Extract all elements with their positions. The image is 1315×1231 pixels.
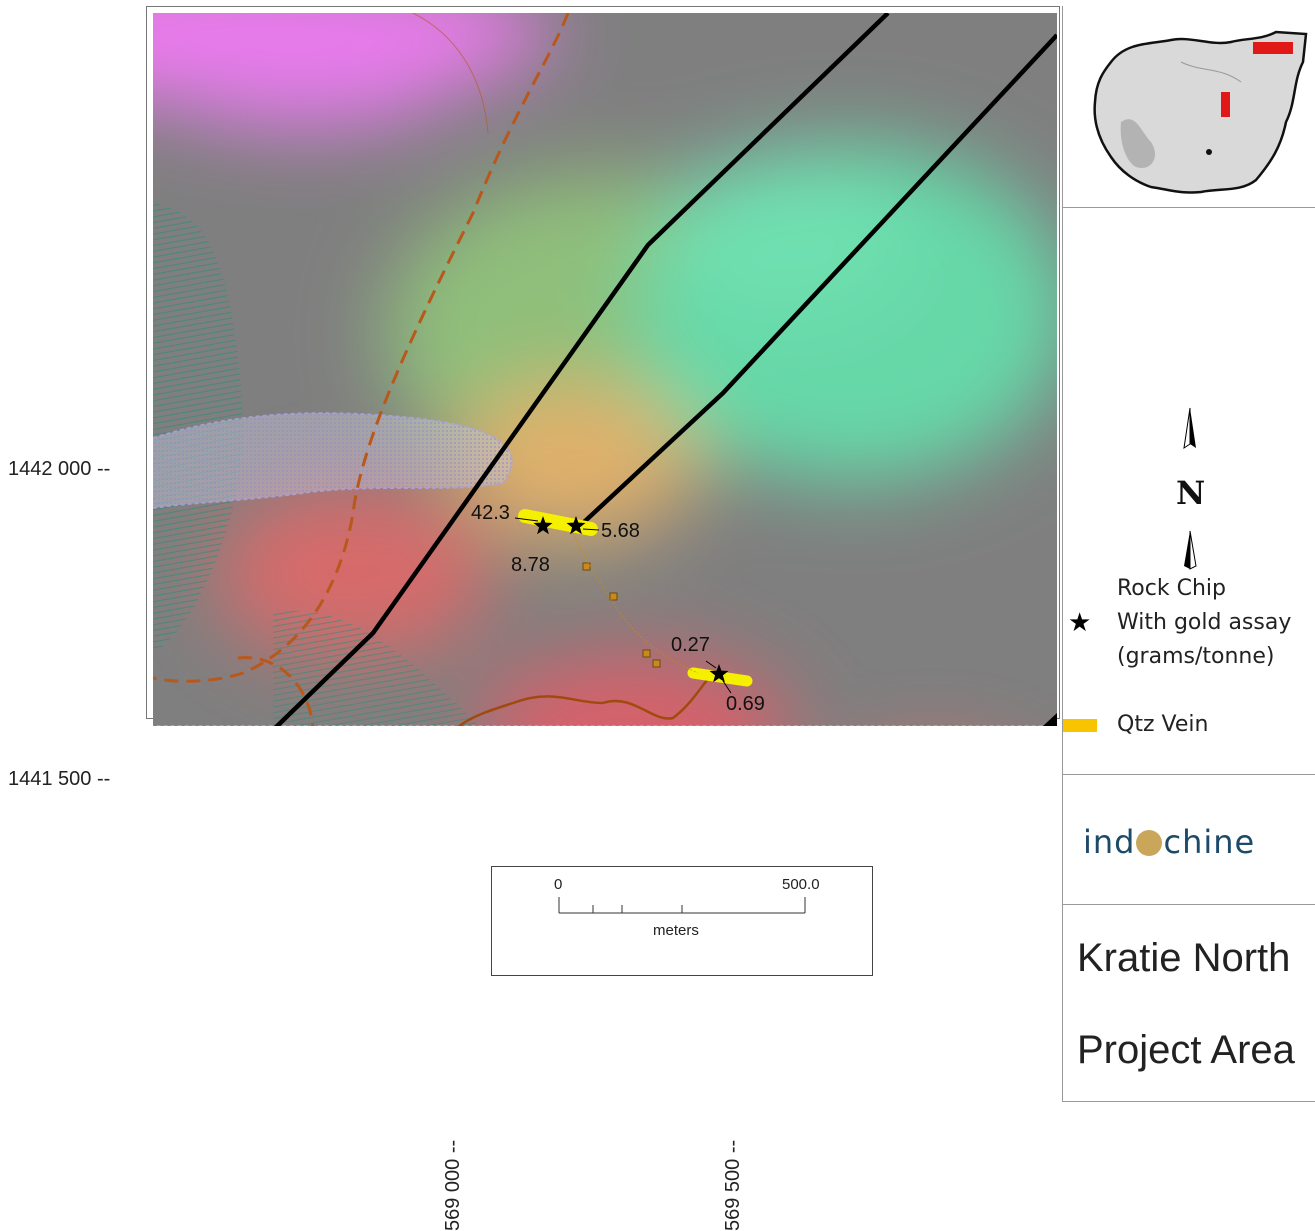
assay-label: 5.68: [601, 520, 640, 542]
north-arrow-label: N: [1176, 474, 1206, 512]
scale-bar-start: 0: [554, 876, 563, 893]
road-network: [153, 13, 570, 726]
inset-location-map: [1093, 30, 1308, 194]
logo-text-left: ind: [1083, 823, 1136, 861]
track-brown: [457, 672, 714, 726]
scale-bar-end: 500.0: [782, 876, 820, 893]
hatched-zone-mid: [273, 610, 480, 726]
rock-chip-star: [566, 516, 586, 535]
black-lines: [273, 13, 1057, 726]
qtz-vein-legend-label: Qtz Vein: [1117, 712, 1209, 737]
assay-label: 42.3: [471, 502, 510, 524]
x-tick-569500: 569 500 --: [722, 1139, 744, 1231]
rock-chip-star: [709, 664, 729, 683]
map-title-line-2: Project Area: [1077, 1028, 1295, 1072]
scale-bar: 0 500.0 meters: [491, 866, 873, 976]
qtz-vein-legend-swatch: [1063, 719, 1097, 732]
y-tick-1441500: 1441 500 --: [8, 768, 111, 790]
assay-label: 8.78: [511, 554, 550, 576]
rock-chip-legend-label-2: With gold assay: [1117, 610, 1292, 635]
scale-bar-unit: meters: [653, 922, 699, 939]
rock-chip-legend-label-3: (grams/tonne): [1117, 644, 1275, 669]
rock-chip-stars: [533, 516, 729, 683]
rock-chip-legend-icon: ★: [1068, 608, 1092, 638]
geophysics-raster: [153, 13, 1057, 726]
y-tick-1442000: 1442 000 --: [8, 458, 111, 480]
assay-label: 0.27: [671, 634, 710, 656]
map-title-line-1: Kratie North: [1077, 936, 1291, 980]
assay-label: 0.69: [726, 693, 765, 715]
map-svg: 42.3 5.68 8.78 0.27 0.69: [153, 13, 1057, 726]
dotted-band-north: [153, 412, 513, 510]
legend-panel: N ★ Rock Chip With gold assay (grams/ton…: [1062, 6, 1315, 1102]
logo-text-right: chine: [1163, 823, 1256, 861]
company-logo: ind chine: [1083, 823, 1255, 861]
logo-sun-icon: [1136, 830, 1163, 856]
rock-chip-star: [533, 516, 553, 535]
stream-thin: [412, 13, 489, 134]
map-canvas[interactable]: 42.3 5.68 8.78 0.27 0.69: [153, 13, 1057, 726]
north-arrow-icon: [1183, 407, 1197, 570]
rock-chip-legend-label-1: Rock Chip: [1117, 576, 1226, 601]
x-tick-569000: 569 000 --: [442, 1139, 464, 1231]
